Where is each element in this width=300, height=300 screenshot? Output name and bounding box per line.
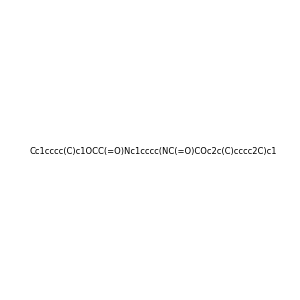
Text: Cc1cccc(C)c1OCC(=O)Nc1cccc(NC(=O)COc2c(C)cccc2C)c1: Cc1cccc(C)c1OCC(=O)Nc1cccc(NC(=O)COc2c(C… — [30, 147, 278, 156]
